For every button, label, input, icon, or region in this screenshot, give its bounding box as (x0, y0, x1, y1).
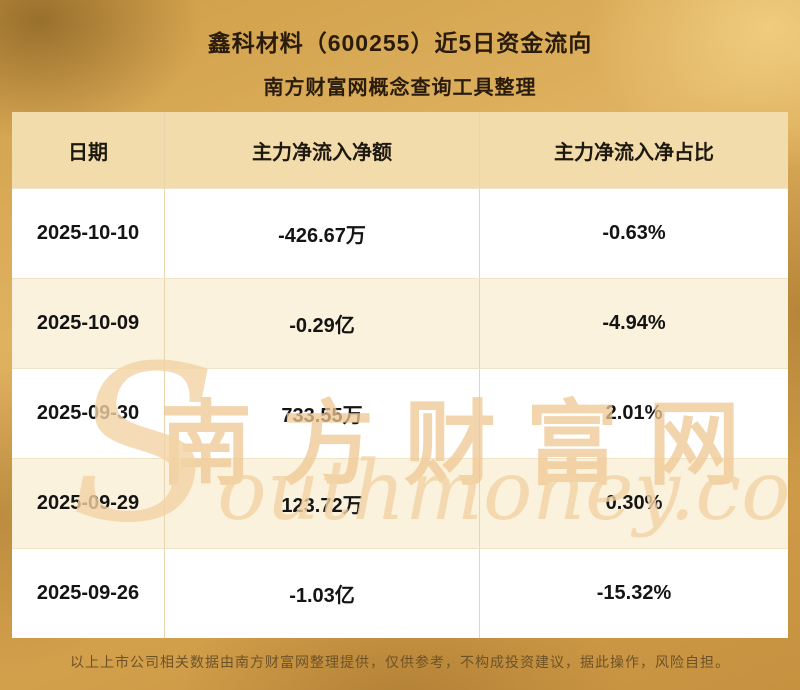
cell-net-ratio: 0.30% (605, 492, 663, 514)
cell-date: 2025-10-09 (12, 279, 165, 368)
cell-date: 2025-10-10 (12, 189, 165, 278)
cell-net-ratio: 2.01% (605, 402, 663, 424)
cell-date: 2025-09-29 (12, 459, 165, 548)
cell-net-inflow: -426.67万 (165, 189, 480, 278)
table-row: 2025-09-26 -1.03亿 -15.32% (12, 548, 788, 638)
cell-net-ratio: -4.94% (602, 312, 666, 334)
fund-flow-table: 日期 主力净流入净额 主力净流入净占比 2025-10-10 -426.67万 … (12, 112, 788, 638)
disclaimer-text: 以上上市公司相关数据由南方财富网整理提供，仅供参考，不构成投资建议，据此操作，风… (70, 654, 730, 670)
cell-net-inflow: 733.55万 (165, 369, 480, 458)
cell-date: 2025-09-26 (12, 549, 165, 638)
table-row: 2025-09-30 733.55万 2.01% (12, 368, 788, 458)
table-row: 2025-09-29 123.72万 0.30% (12, 458, 788, 548)
page-title: 鑫科材料（600255）近5日资金流向 (207, 30, 593, 56)
cell-net-inflow: -1.03亿 (165, 549, 480, 638)
table-header-date: 日期 (12, 112, 165, 188)
cell-net-inflow: 123.72万 (165, 459, 480, 548)
page-subtitle: 南方财富网概念查询工具整理 (263, 77, 537, 99)
cell-date: 2025-09-30 (12, 369, 165, 458)
table-row: 2025-10-10 -426.67万 -0.63% (12, 188, 788, 278)
cell-net-inflow: -0.29亿 (165, 279, 480, 368)
cell-net-ratio: -0.63% (602, 222, 666, 244)
cell-net-ratio: -15.32% (596, 582, 672, 604)
table-body: 2025-10-10 -426.67万 -0.63% 2025-10-09 -0… (12, 188, 788, 638)
table-header-net-inflow: 主力净流入净额 (165, 112, 480, 188)
title-block: 鑫科材料（600255）近5日资金流向 南方财富网概念查询工具整理 (0, 0, 800, 112)
table-header-net-ratio: 主力净流入净占比 (554, 141, 714, 164)
table-row: 2025-10-09 -0.29亿 -4.94% (12, 278, 788, 368)
table-header-row: 日期 主力净流入净额 主力净流入净占比 (12, 112, 788, 188)
